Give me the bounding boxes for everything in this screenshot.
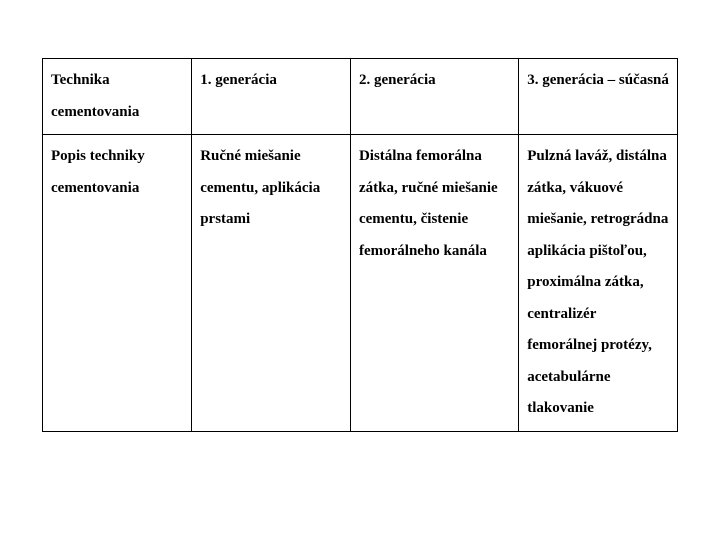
header-cell-technique: Technika cementovania [43,59,192,135]
table-container: Technika cementovania 1. generácia 2. ge… [0,0,720,452]
header-cell-gen1: 1. generácia [192,59,351,135]
cementing-technique-table: Technika cementovania 1. generácia 2. ge… [42,58,678,432]
body-cell-technique: Popis techniky cementovania [43,135,192,432]
header-cell-gen3: 3. generácia – súčasná [519,59,678,135]
table-row: Popis techniky cementovania Ručné miešan… [43,135,678,432]
header-cell-gen2: 2. generácia [350,59,518,135]
table-row: Technika cementovania 1. generácia 2. ge… [43,59,678,135]
body-cell-gen3: Pulzná laváž, distálna zátka, vákuové mi… [519,135,678,432]
body-cell-gen2: Distálna femorálna zátka, ručné miešanie… [350,135,518,432]
body-cell-gen1: Ručné miešanie cementu, aplikácia prstam… [192,135,351,432]
